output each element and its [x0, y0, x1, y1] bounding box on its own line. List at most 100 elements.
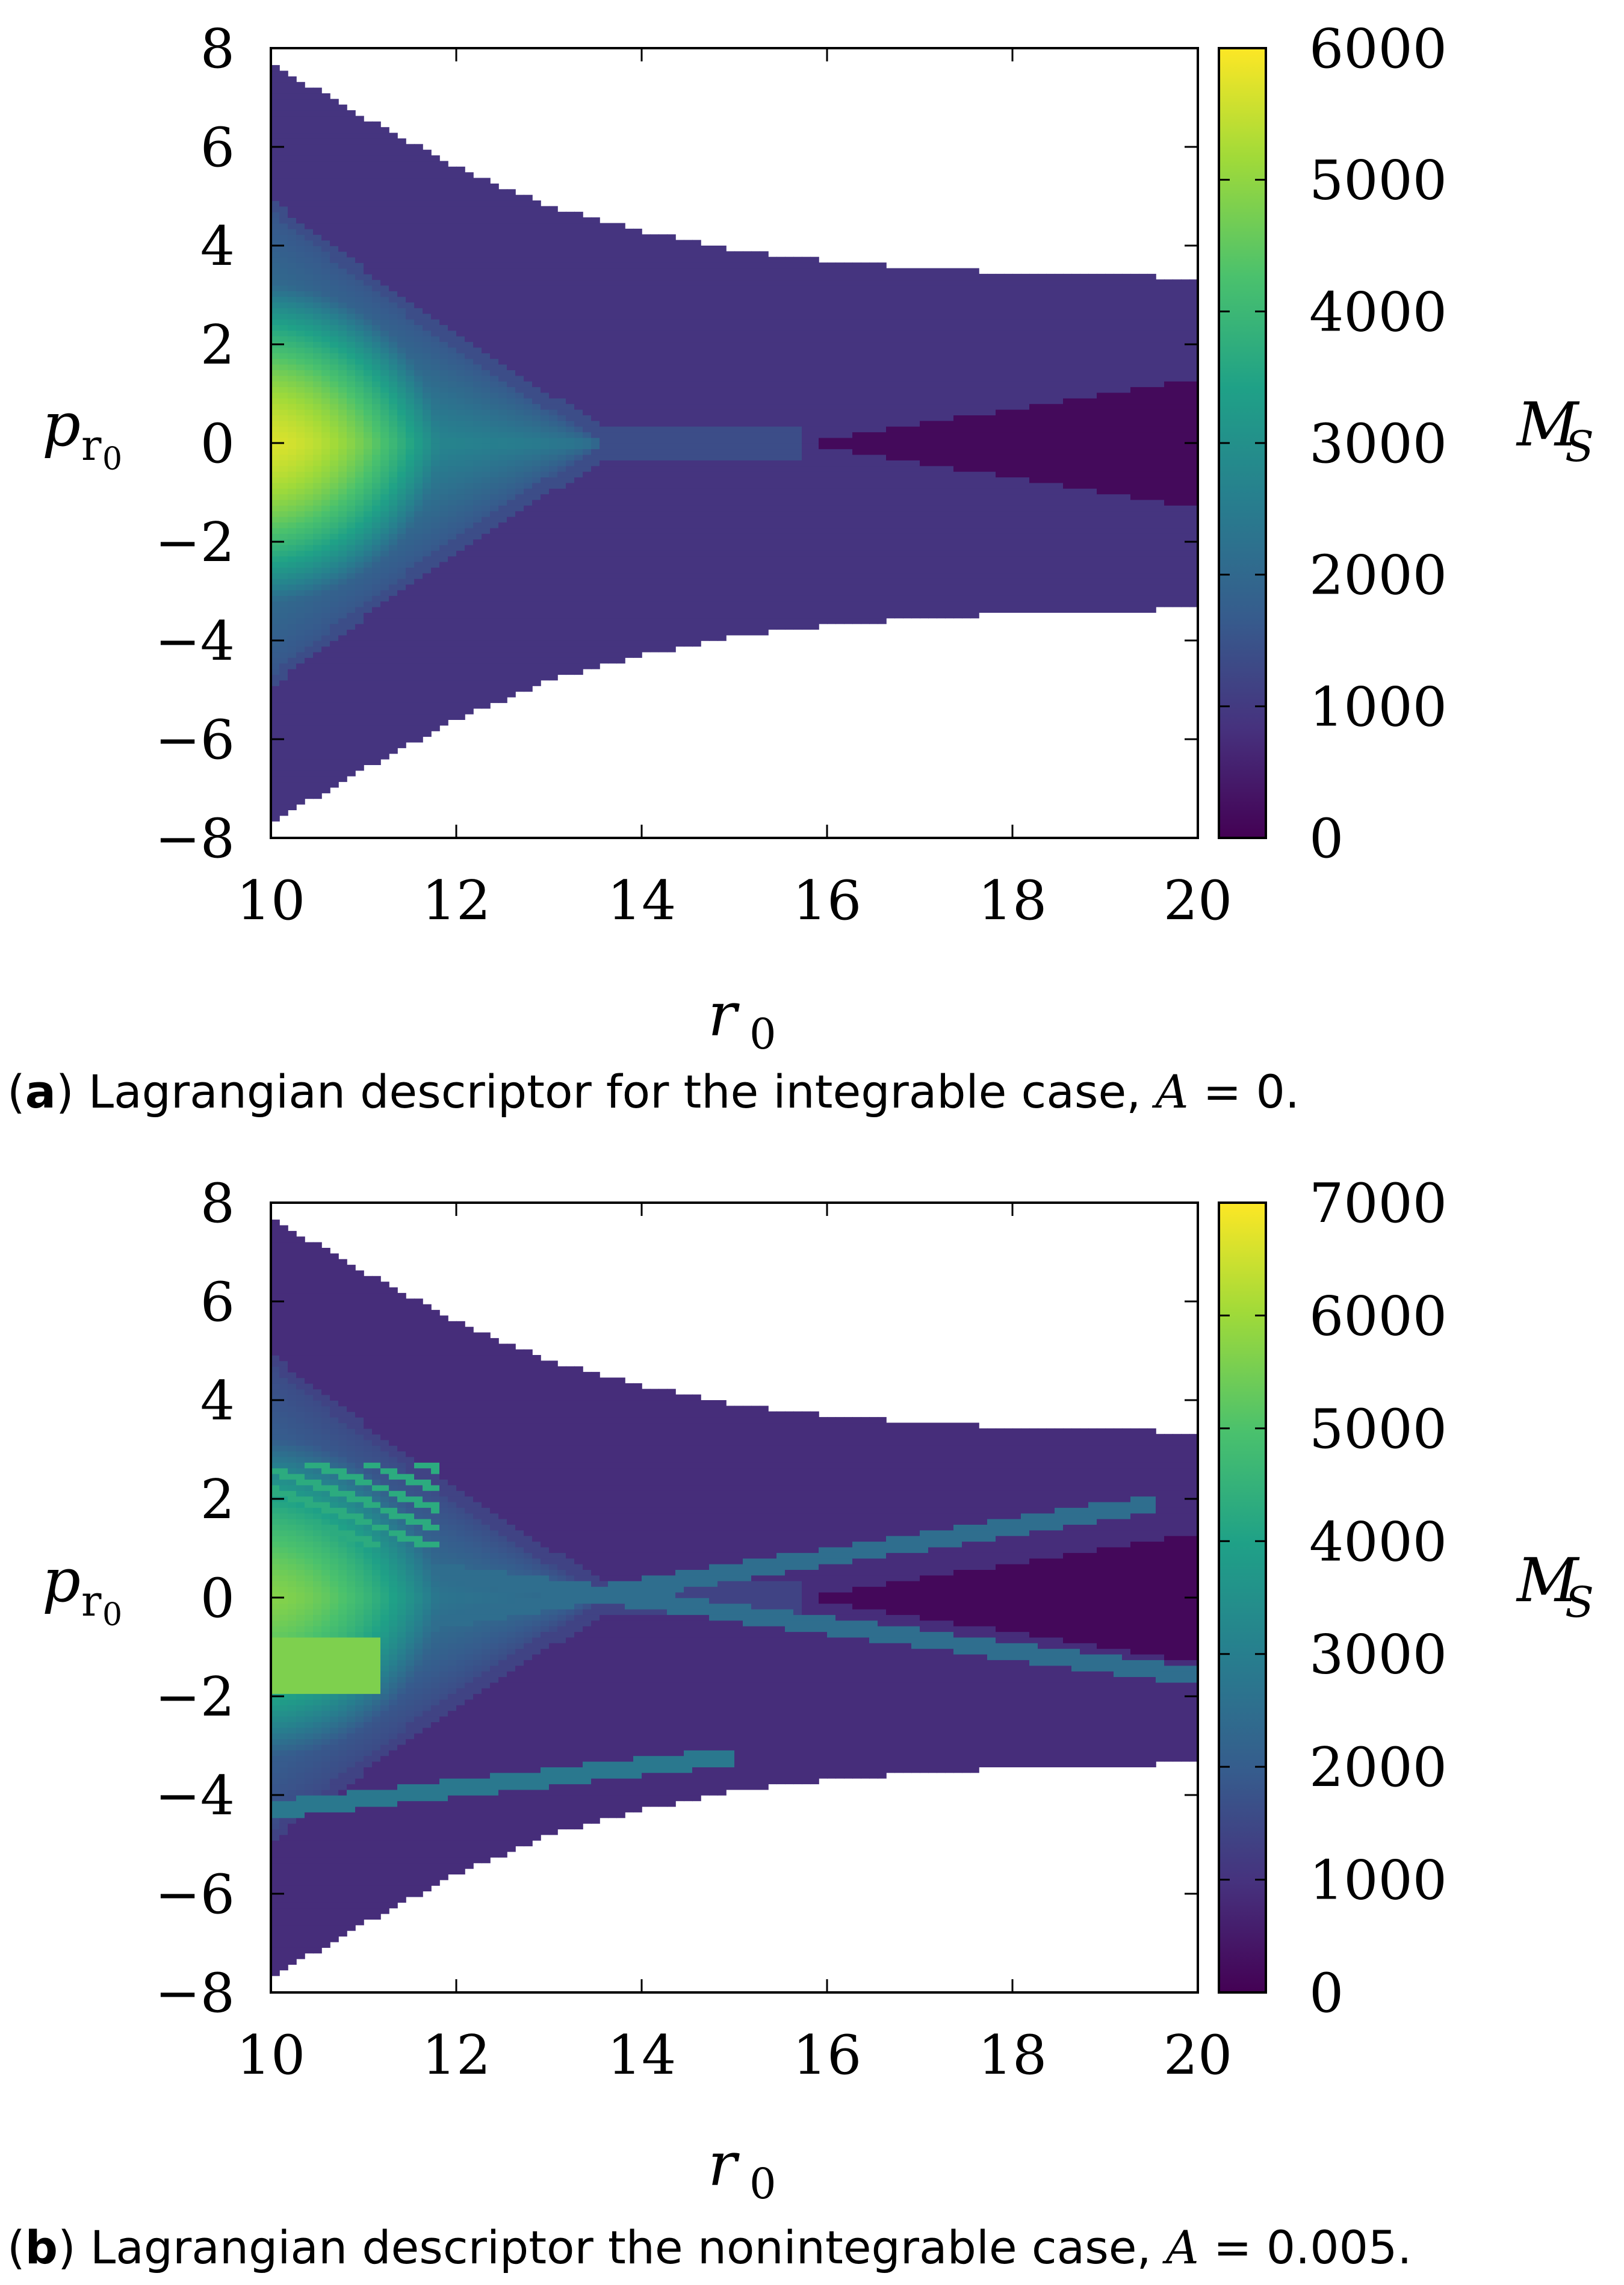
heatmap-cell — [313, 99, 322, 105]
heatmap-cell — [372, 330, 381, 336]
heatmap-cell — [532, 533, 541, 540]
heatmap-cell — [279, 730, 288, 737]
heatmap-cell — [498, 217, 507, 224]
heatmap-cell — [279, 347, 288, 353]
heatmap-cell — [321, 488, 330, 495]
heatmap-cell — [692, 268, 701, 274]
heatmap-cell — [566, 392, 575, 398]
heatmap-cell — [675, 505, 684, 512]
heatmap-cell — [313, 556, 322, 562]
heatmap-cell — [490, 308, 499, 314]
heatmap-cell — [541, 420, 550, 427]
heatmap-cell — [330, 409, 339, 415]
heatmap-cell — [600, 426, 609, 433]
heatmap-cell — [313, 793, 322, 799]
heatmap-cell — [355, 691, 364, 698]
heatmap-cell — [557, 578, 566, 585]
heatmap-cell — [600, 347, 609, 353]
heatmap-cell — [532, 561, 541, 568]
heatmap-cell — [431, 375, 440, 382]
heatmap-cell — [515, 386, 524, 393]
heatmap-cell — [549, 246, 558, 252]
heatmap-cell — [541, 454, 550, 460]
heatmap-cell — [448, 550, 457, 557]
heatmap-cell — [591, 392, 600, 398]
heatmap-cell — [574, 228, 583, 235]
heatmap-cell — [439, 240, 448, 246]
heatmap-cell — [448, 392, 457, 398]
heatmap-cell — [372, 539, 381, 545]
heatmap-cell — [389, 183, 398, 190]
heatmap-cell — [642, 296, 651, 303]
heatmap-cell — [456, 370, 465, 376]
heatmap-cell — [423, 674, 432, 681]
heatmap-cell — [372, 634, 381, 641]
heatmap-cell — [305, 448, 314, 455]
heatmap-cell — [288, 640, 297, 647]
heatmap-cell — [701, 364, 710, 370]
heatmap-cell — [305, 516, 314, 522]
heatmap-cell — [313, 166, 322, 173]
heatmap-cell — [541, 584, 550, 591]
heatmap-cell — [321, 324, 330, 331]
heatmap-cell — [642, 527, 651, 534]
heatmap-cell — [456, 217, 465, 224]
heatmap-cell — [541, 567, 550, 574]
heatmap-cell — [372, 680, 381, 686]
heatmap-cell — [406, 308, 415, 314]
heatmap-cell — [372, 223, 381, 229]
heatmap-cell — [549, 482, 558, 489]
heatmap-cell — [557, 516, 566, 522]
heatmap-cell — [498, 471, 507, 478]
heatmap-cell — [406, 516, 415, 522]
heatmap-cell — [473, 353, 482, 359]
heatmap-cell — [650, 533, 659, 540]
heatmap-cell — [642, 448, 651, 455]
heatmap-cell — [406, 702, 415, 709]
heatmap-cell — [380, 149, 389, 156]
heatmap-cell — [583, 398, 592, 405]
heatmap-cell — [330, 386, 339, 393]
heatmap-cell — [431, 522, 440, 529]
heatmap-cell — [380, 674, 389, 681]
heatmap-cell — [650, 256, 659, 263]
heatmap-cell — [431, 178, 440, 184]
heatmap-cell — [414, 691, 423, 698]
heatmap-cell — [279, 533, 288, 540]
heatmap-cell — [313, 256, 322, 263]
heatmap-cell — [591, 465, 600, 472]
heatmap-cell — [574, 578, 583, 585]
heatmap-cell — [473, 358, 482, 365]
heatmap-cell — [541, 522, 550, 529]
heatmap-cell — [549, 353, 558, 359]
heatmap-cell — [583, 375, 592, 382]
heatmap-cell — [448, 228, 457, 235]
heatmap-cell — [541, 206, 550, 212]
heatmap-cell — [372, 409, 381, 415]
heatmap-cell — [305, 375, 314, 382]
heatmap-cell — [625, 302, 634, 308]
heatmap-cell — [296, 454, 305, 460]
heatmap-cell — [305, 595, 314, 602]
heatmap-cell — [321, 380, 330, 388]
heatmap-cell — [380, 696, 389, 703]
heatmap-cell — [566, 409, 575, 415]
heatmap-cell — [347, 234, 356, 241]
heatmap-cell — [541, 646, 550, 653]
heatmap-cell — [465, 268, 474, 274]
heatmap-cell — [600, 234, 609, 241]
heatmap-cell — [439, 550, 448, 557]
heatmap-cell — [456, 443, 465, 450]
heatmap-cell — [279, 364, 288, 370]
heatmap-cell — [549, 409, 558, 415]
heatmap-cell — [414, 696, 423, 703]
heatmap-cell — [574, 403, 583, 410]
heatmap-cell — [330, 702, 339, 709]
heatmap-cell — [692, 556, 701, 562]
heatmap-cell — [498, 499, 507, 506]
heatmap-cell — [482, 454, 491, 460]
heatmap-cell — [692, 415, 701, 421]
heatmap-cell — [574, 505, 583, 512]
heatmap-cell — [473, 443, 482, 450]
heatmap-cell — [574, 601, 583, 607]
